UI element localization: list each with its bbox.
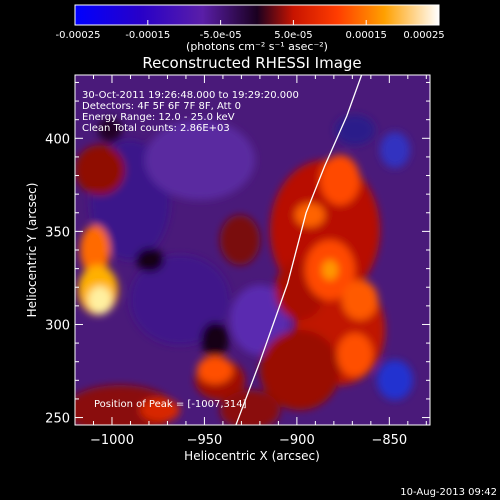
y-tick-label: 350 bbox=[45, 225, 70, 240]
colorbar-tick-label: 0.00025 bbox=[403, 30, 444, 41]
y-axis: 250 300 350 400 bbox=[45, 81, 430, 427]
colorbar: -0.00025 -0.00015 -5.0e-05 5.0e-05 0.00015 0.… bbox=[56, 4, 445, 53]
x-axis: −1000 −950 −900 −850 bbox=[90, 75, 427, 448]
chart-title: Reconstructed RHESSI Image bbox=[142, 54, 361, 72]
colorbar-tick-label: -0.00025 bbox=[56, 30, 101, 41]
y-tick-label: 300 bbox=[45, 318, 70, 333]
y-axis-label: Heliocentric Y (arcsec) bbox=[25, 183, 39, 318]
y-tick-label: 250 bbox=[45, 412, 70, 427]
annotation-peak: Position of Peak = [-1007,314] bbox=[94, 399, 247, 410]
annotation-energy: Energy Range: 12.0 - 25.0 keV bbox=[82, 112, 235, 123]
solar-limb-line bbox=[235, 75, 363, 425]
annotation-time-range: 30-Oct-2011 19:26:48.000 to 19:29:20.000 bbox=[82, 90, 299, 101]
footer-date: 10-Aug-2013 09:42 bbox=[400, 487, 497, 498]
annotation-clean: Clean Total counts: 2.86E+03 bbox=[82, 123, 230, 134]
x-axis-label: Heliocentric X (arcsec) bbox=[184, 449, 320, 463]
colorbar-tick-label: -0.00015 bbox=[125, 30, 170, 41]
colorbar-tick-label: -5.0e-05 bbox=[200, 30, 242, 41]
annotations: 30-Oct-2011 19:26:48.000 to 19:29:20.000… bbox=[82, 90, 299, 410]
y-tick-label: 400 bbox=[45, 132, 70, 147]
heatmap bbox=[75, 75, 430, 425]
annotation-detectors: Detectors: 4F 5F 6F 7F 8F, Att 0 bbox=[82, 101, 241, 112]
x-tick-label: −850 bbox=[371, 433, 407, 448]
colorbar-tick-label: 0.00015 bbox=[346, 30, 387, 41]
colorbar-gradient bbox=[74, 4, 440, 26]
x-tick-label: −950 bbox=[187, 433, 223, 448]
x-tick-label: −1000 bbox=[90, 433, 134, 448]
colorbar-tick-label: 5.0e-05 bbox=[274, 30, 312, 41]
colorbar-ticks: -0.00025 -0.00015 -5.0e-05 5.0e-05 0.00015 0.… bbox=[56, 20, 445, 41]
colorbar-units-label: (photons cm⁻² s⁻¹ asec⁻²) bbox=[186, 40, 328, 53]
x-tick-label: −900 bbox=[279, 433, 315, 448]
